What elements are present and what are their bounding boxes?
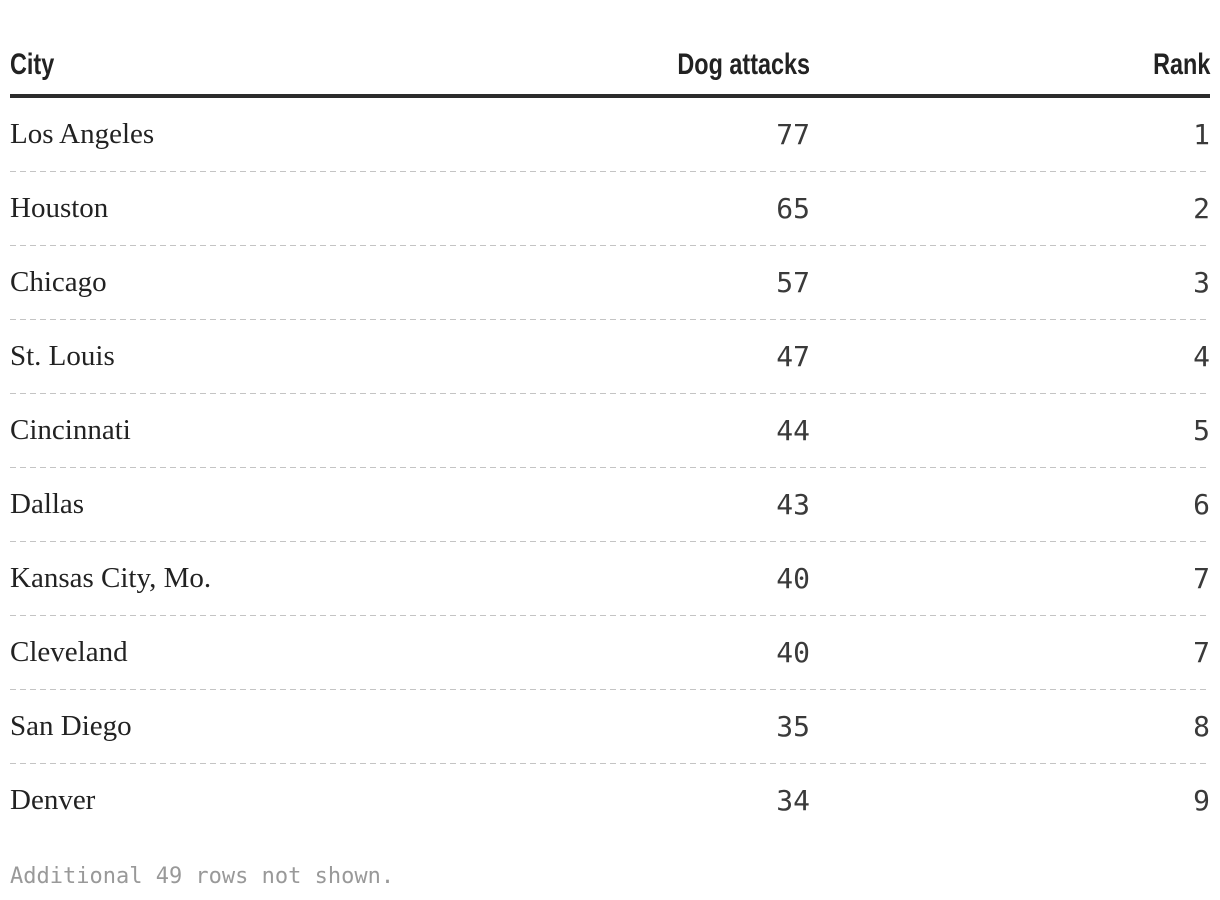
cell-dog-attacks: 47 [776,340,810,373]
cell-dog-attacks: 44 [776,414,810,447]
cell-city: Chicago [10,266,107,298]
cell-rank: 6 [1193,488,1210,521]
row-separator [10,393,1210,394]
cell-rank: 3 [1193,266,1210,299]
cell-rank: 8 [1193,710,1210,743]
footer-note: Additional 49 rows not shown. [10,864,395,889]
cell-rank: 9 [1193,784,1210,817]
cell-rank: 1 [1193,118,1210,151]
cell-dog-attacks: 65 [776,192,810,225]
cell-city: Houston [10,192,109,224]
cell-city: Los Angeles [10,118,155,150]
cell-rank: 4 [1193,340,1210,373]
column-header-city-label: City [10,48,55,81]
cell-dog-attacks: 43 [776,488,810,521]
table-row: Denver 34 9 [10,764,1210,837]
table-row: Cleveland 40 7 [10,616,1210,689]
column-header-dog-attacks: Dog attacks [550,50,810,80]
row-separator [10,689,1210,690]
cell-city: Denver [10,784,96,816]
column-header-rank: Rank [810,50,1210,80]
column-header-dog-attacks-label: Dog attacks [677,48,810,81]
row-separator [10,615,1210,616]
cell-rank: 2 [1193,192,1210,225]
cell-city: Kansas City, Mo. [10,562,212,594]
cell-dog-attacks: 35 [776,710,810,743]
cell-city: St. Louis [10,340,115,372]
table-row: Kansas City, Mo. 40 7 [10,542,1210,615]
table-row: Houston 65 2 [10,172,1210,245]
cell-city: Dallas [10,488,85,520]
cell-rank: 7 [1193,636,1210,669]
table-row: St. Louis 47 4 [10,320,1210,393]
cell-city: San Diego [10,710,132,742]
column-header-city: City [10,50,550,80]
cell-dog-attacks: 77 [776,118,810,151]
row-separator [10,467,1210,468]
cell-rank: 7 [1193,562,1210,595]
table-row: Dallas 43 6 [10,468,1210,541]
row-separator [10,319,1210,320]
cell-dog-attacks: 57 [776,266,810,299]
cell-dog-attacks: 34 [776,784,810,817]
table-row: Cincinnati 44 5 [10,394,1210,467]
table-row: Los Angeles 77 1 [10,98,1210,171]
table-row: Chicago 57 3 [10,246,1210,319]
table-header-row: City Dog attacks Rank [10,50,1210,98]
table-row: San Diego 35 8 [10,690,1210,763]
row-separator [10,245,1210,246]
cell-city: Cleveland [10,636,128,668]
row-separator [10,763,1210,764]
cell-city: Cincinnati [10,414,131,446]
row-separator [10,171,1210,172]
column-header-rank-label: Rank [1152,48,1210,81]
cell-dog-attacks: 40 [776,562,810,595]
cell-dog-attacks: 40 [776,636,810,669]
row-separator [10,541,1210,542]
cell-rank: 5 [1193,414,1210,447]
